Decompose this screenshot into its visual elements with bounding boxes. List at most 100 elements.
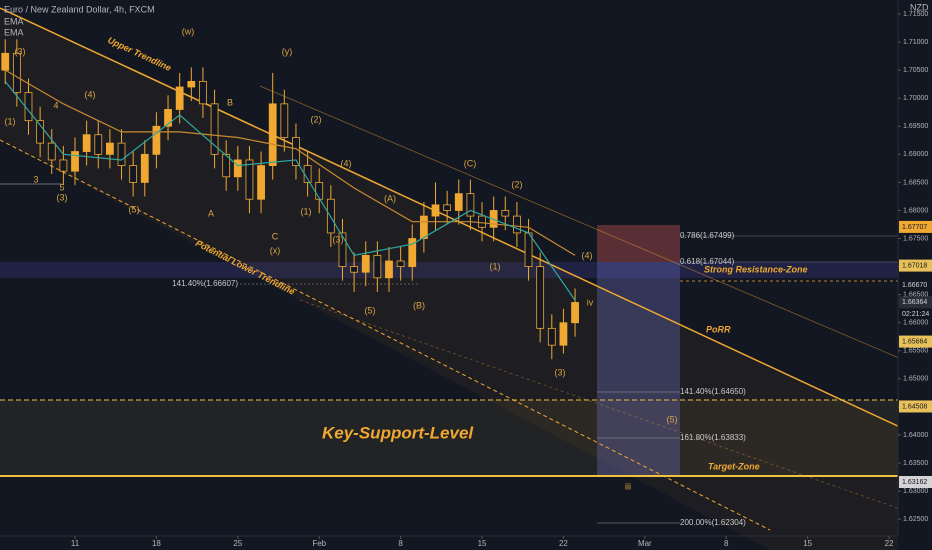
wave-label: (1) [5, 116, 16, 126]
legend-entry: EMA [4, 16, 24, 26]
candle-body [129, 165, 138, 183]
price-tag-label: 1.67707 [902, 224, 927, 231]
wave-label: (1) [301, 206, 312, 216]
candle-body [559, 322, 568, 346]
upper-trendline [0, 7, 932, 443]
candle-body [222, 153, 231, 178]
wave-label: (2) [512, 179, 523, 189]
candle-body [513, 215, 521, 234]
wave-label: (3) [57, 192, 68, 202]
x-tick-label: 22 [885, 539, 894, 548]
price-tag-label: 1.66670 [902, 282, 927, 289]
x-tick-label: 18 [152, 539, 161, 548]
legend-entry: EMA [4, 27, 24, 37]
y-tick-label: 1.68000 [903, 207, 928, 214]
resistance-label: Strong Resistance-Zone [704, 264, 808, 274]
candle-body [164, 109, 172, 127]
candle-body [257, 165, 265, 200]
y-tick-label: 1.70500 [903, 67, 928, 74]
chart-title: Euro / New Zealand Dollar, 4h, FXCM [4, 4, 155, 14]
reward-box [597, 262, 680, 476]
price-tag [899, 259, 932, 272]
wave-label: B [227, 97, 233, 107]
price-tag [899, 335, 932, 348]
price-axis [898, 0, 932, 550]
wave-label: (3) [333, 234, 344, 244]
fib-label: 141.40%(1.66607) [172, 279, 238, 288]
candle-body [338, 232, 347, 267]
candle-body [140, 153, 149, 183]
y-tick-label: 1.63500 [903, 460, 928, 467]
y-tick-label: 1.67500 [903, 235, 928, 242]
wave-label: (4) [341, 158, 352, 168]
x-tick-label: Feb [312, 539, 326, 548]
y-tick-label: 1.65000 [903, 376, 928, 383]
wave-label: (A) [384, 193, 396, 203]
candle-body [47, 142, 56, 161]
candle-body [106, 142, 114, 155]
y-tick-label: 1.69000 [903, 151, 928, 158]
support-zone [0, 400, 898, 476]
countdown: 02:21:24 [902, 311, 929, 318]
support-label: Key-Support-Level [322, 423, 474, 442]
candle-body [210, 103, 219, 155]
candle-body [571, 302, 579, 324]
price-tag-label: 1.64508 [902, 403, 927, 410]
candle-body [547, 327, 556, 346]
fib-label: 0.618(1.67044) [680, 257, 735, 266]
y-tick-label: 1.71000 [903, 39, 928, 46]
y-tick-label: 1.68500 [903, 179, 928, 186]
y-tick-label: 1.70000 [903, 95, 928, 102]
risk-box [597, 225, 680, 262]
wave-label: iv [587, 297, 594, 307]
y-tick-label: 1.69500 [903, 123, 928, 130]
resistance-zone [0, 262, 898, 278]
candle-body [12, 52, 21, 94]
candle-body [478, 215, 486, 228]
candle-body [71, 151, 79, 172]
price-tag [899, 476, 932, 489]
x-tick-label: Mar [638, 539, 652, 548]
candle-body [82, 134, 91, 152]
candle-body [408, 238, 417, 267]
y-tick-label: 1.71500 [903, 11, 928, 18]
wave-label: (y) [282, 46, 293, 56]
price-tag-label: 1.66364 [902, 299, 927, 306]
wave-label: 5 [59, 182, 64, 192]
x-tick-label: 15 [803, 539, 812, 548]
candle-body [117, 142, 126, 166]
price-tag-label: 1.63162 [902, 479, 927, 486]
candle-body [315, 182, 324, 200]
candle-body [233, 159, 242, 178]
fib-label: 200.00%(1.62304) [680, 518, 746, 527]
candle-body [187, 80, 196, 88]
candle-body [396, 260, 405, 267]
wave-label: A [208, 208, 214, 218]
channel-fill [0, 8, 932, 550]
price-tag [899, 220, 932, 233]
x-tick-label: 22 [559, 539, 568, 548]
price-tag [899, 296, 932, 309]
ema-line [4, 69, 576, 256]
price-tag-label: 1.65664 [902, 338, 927, 345]
candle-body [431, 204, 440, 217]
candle-body [245, 159, 254, 200]
candle-body [501, 210, 510, 217]
fib-label: 0.786(1.67499) [680, 231, 735, 240]
candle-body [466, 193, 475, 217]
y-tick-label: 1.66500 [903, 292, 928, 299]
wave-label: (2) [311, 114, 322, 124]
candle-body [373, 254, 382, 279]
y-tick-label: 1.64000 [903, 432, 928, 439]
x-tick-label: 25 [233, 539, 242, 548]
candle-body [419, 215, 428, 239]
x-tick-label: 15 [478, 539, 487, 548]
y-tick-label: 1.62500 [903, 516, 928, 523]
candle-body [536, 266, 545, 329]
candle-body [268, 103, 277, 166]
wave-label: (5) [667, 414, 678, 424]
porr-label: PoRR [706, 324, 731, 334]
parallel-line [259, 85, 932, 373]
wave-label: (x) [270, 245, 281, 255]
candle-body [385, 260, 393, 279]
